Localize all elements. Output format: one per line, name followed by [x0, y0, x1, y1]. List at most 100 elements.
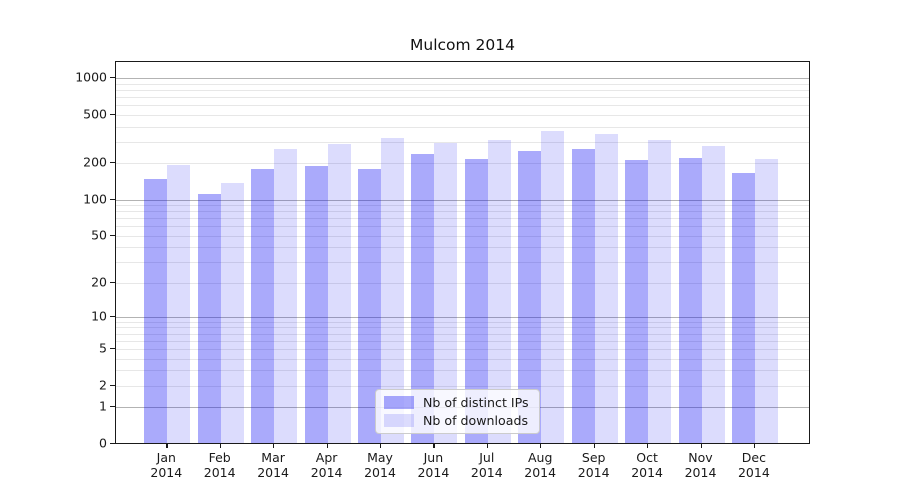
x-tick-year: 2014 — [577, 465, 610, 480]
x-tick-month: Oct — [636, 450, 658, 465]
x-tick-label-mar: Mar 2014 — [257, 450, 289, 480]
x-tick-year: 2014 — [737, 465, 770, 480]
bar-distinct-ips-apr — [304, 165, 328, 443]
y-tick-mark-20 — [110, 281, 115, 283]
x-tick-mark-mar — [273, 443, 275, 448]
gridline-minor-200 — [116, 163, 809, 165]
gridline-minor-9 — [116, 321, 809, 323]
x-tick-month: Aug — [527, 450, 553, 465]
bar-downloads-sep — [594, 133, 618, 443]
x-tick-label-oct: Oct 2014 — [631, 450, 663, 480]
gridline-minor-50 — [116, 235, 809, 237]
x-tick-month: Jan — [156, 450, 176, 465]
x-tick-month: Dec — [741, 450, 766, 465]
y-tick-label-0: 0 — [99, 435, 107, 451]
x-tick-label-aug: Aug 2014 — [524, 450, 556, 480]
gridline-major-1000 — [116, 78, 809, 80]
bar-downloads-jun — [434, 142, 458, 443]
x-tick-label-apr: Apr 2014 — [311, 450, 343, 480]
x-tick-mark-jul — [486, 443, 489, 448]
y-tick-mark-200 — [110, 162, 115, 164]
bar-distinct-ips-nov — [678, 157, 702, 443]
x-tick-month: Feb — [208, 450, 231, 465]
bar-distinct-ips-jun — [411, 154, 435, 443]
bar-distinct-ips-jul — [464, 159, 488, 443]
gridline-minor-8 — [116, 327, 809, 329]
gridline-minor-80 — [116, 211, 809, 213]
y-tick-label-500: 500 — [83, 106, 107, 122]
bar-distinct-ips-oct — [625, 160, 649, 443]
y-tick-label-100: 100 — [83, 191, 107, 206]
x-tick-year: 2014 — [257, 465, 289, 480]
x-tick-label-dec: Dec 2014 — [738, 450, 770, 480]
bar-downloads-mar — [274, 148, 298, 443]
x-tick-month: Mar — [261, 450, 285, 465]
x-tick-mark-nov — [700, 443, 702, 448]
y-tick-label-10: 10 — [91, 308, 107, 324]
y-tick-mark-1 — [110, 405, 115, 408]
legend-entry-downloads: Nb of downloads — [384, 413, 529, 428]
x-tick-month: Jun — [423, 450, 444, 465]
x-tick-year: 2014 — [684, 465, 717, 480]
bar-distinct-ips-feb — [197, 193, 221, 443]
x-tick-label-jan: Jan 2014 — [150, 450, 182, 480]
x-tick-year: 2014 — [524, 465, 557, 480]
plot-area: Nb of distinct IPs Nb of downloads — [115, 61, 810, 444]
gridline-minor-20 — [116, 282, 809, 284]
y-tick-label-5: 5 — [99, 340, 107, 356]
bar-distinct-ips-sep — [571, 148, 595, 443]
gridline-minor-7 — [116, 333, 809, 335]
gridline-minor-300 — [116, 141, 809, 143]
y-tick-label-20: 20 — [91, 274, 107, 289]
bar-downloads-nov — [701, 146, 725, 443]
y-tick-mark-50 — [110, 234, 115, 236]
x-tick-year: 2014 — [364, 465, 396, 480]
x-tick-mark-oct — [647, 443, 649, 448]
gridline-minor-500 — [116, 114, 809, 116]
gridline-minor-5 — [116, 348, 809, 350]
bar-downloads-jul — [487, 140, 511, 443]
y-tick-label-1: 1 — [99, 398, 107, 414]
gridline-minor-6 — [116, 340, 809, 342]
y-tick-mark-2 — [110, 384, 115, 386]
x-tick-mark-may — [380, 443, 382, 448]
legend-label-downloads: Nb of downloads — [423, 413, 529, 428]
gridline-minor-700 — [116, 97, 809, 98]
bar-downloads-may — [381, 138, 404, 443]
bar-downloads-jan — [167, 165, 191, 443]
x-tick-month: Apr — [315, 450, 338, 465]
y-tick-mark-100 — [110, 198, 115, 200]
gridline-minor-30 — [116, 261, 809, 263]
x-tick-label-jun: Jun 2014 — [417, 450, 449, 480]
bar-distinct-ips-aug — [518, 150, 542, 443]
gridline-minor-2 — [116, 385, 809, 387]
y-tick-mark-1000 — [110, 77, 115, 79]
x-tick-year: 2014 — [310, 465, 343, 480]
bar-downloads-oct — [648, 139, 672, 443]
gridline-minor-3 — [116, 370, 809, 372]
x-tick-mark-aug — [540, 443, 542, 448]
x-tick-mark-jan — [166, 443, 168, 448]
y-tick-mark-5 — [110, 347, 115, 350]
legend-label-distinct-ips: Nb of distinct IPs — [423, 395, 529, 410]
x-tick-mark-apr — [326, 443, 328, 448]
x-tick-year: 2014 — [631, 465, 663, 480]
gridline-minor-400 — [116, 126, 809, 128]
legend-entry-distinct-ips: Nb of distinct IPs — [384, 395, 529, 410]
bar-distinct-ips-dec — [731, 173, 755, 443]
bar-distinct-ips-mar — [251, 169, 275, 443]
x-tick-year: 2014 — [150, 465, 183, 480]
x-tick-label-jul: Jul 2014 — [471, 450, 503, 480]
x-tick-year: 2014 — [203, 465, 236, 480]
gridline-minor-600 — [116, 105, 809, 107]
x-tick-mark-jun — [433, 443, 435, 448]
x-tick-year: 2014 — [470, 465, 503, 480]
x-tick-label-nov: Nov 2014 — [685, 450, 717, 480]
gridline-minor-4 — [116, 358, 809, 360]
legend: Nb of distinct IPs Nb of downloads — [375, 389, 540, 434]
x-tick-month: Jul — [479, 450, 495, 465]
bar-downloads-apr — [327, 143, 351, 443]
bar-distinct-ips-jan — [144, 179, 168, 443]
gridline-major-100 — [116, 199, 809, 201]
x-tick-label-sep: Sep 2014 — [578, 450, 610, 480]
